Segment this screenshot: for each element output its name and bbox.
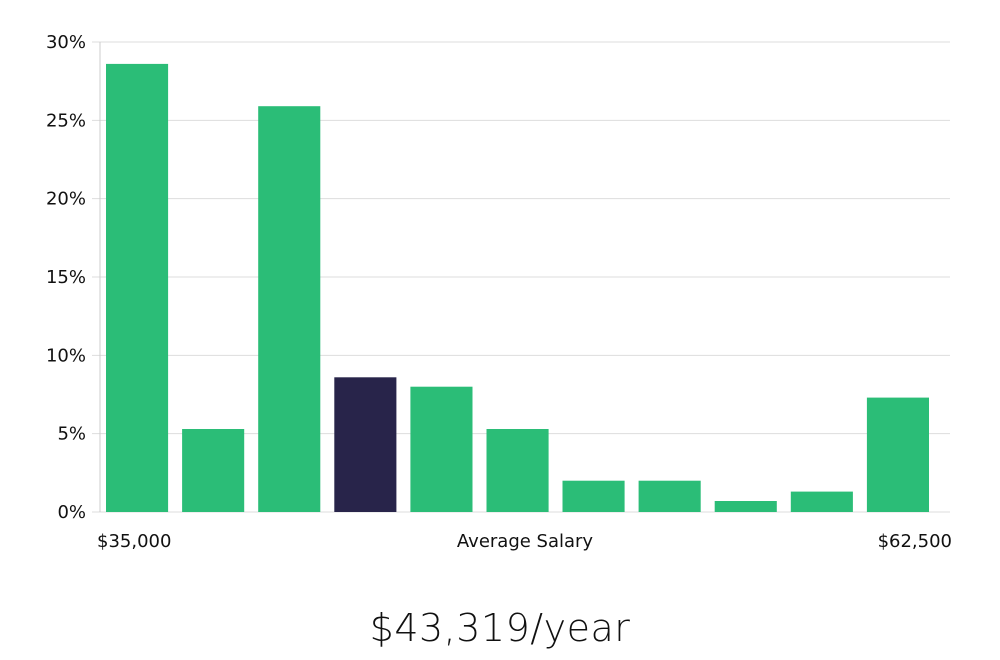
bar (562, 480, 625, 512)
bars-group (106, 63, 929, 513)
y-tick-label: 25% (46, 110, 86, 131)
bar (410, 386, 473, 512)
salary-histogram-chart: 0% 5% 10% 15% 20% 25% 30% $35,000 Average Sala… (46, 32, 952, 552)
bar-highlighted (334, 377, 397, 512)
bar (258, 106, 321, 512)
x-min-label: $35,000 (97, 531, 171, 552)
bar (106, 63, 169, 513)
average-salary-value: $43,319/year (369, 606, 631, 650)
bar (790, 491, 853, 512)
bar (182, 429, 245, 512)
y-tick-label: 5% (57, 424, 86, 445)
x-max-label: $62,500 (878, 531, 952, 552)
y-tick-label: 0% (57, 502, 86, 523)
y-tick-label: 20% (46, 189, 86, 210)
x-axis-label: Average Salary (457, 531, 594, 552)
y-axis-ticks: 0% 5% 10% 15% 20% 25% 30% (46, 32, 86, 523)
y-tick-label: 15% (46, 267, 86, 288)
bar (486, 429, 549, 512)
bar (714, 501, 777, 512)
y-tick-label: 10% (46, 345, 86, 366)
bar (866, 397, 929, 512)
y-tick-label: 30% (46, 32, 86, 53)
bar (638, 480, 701, 512)
